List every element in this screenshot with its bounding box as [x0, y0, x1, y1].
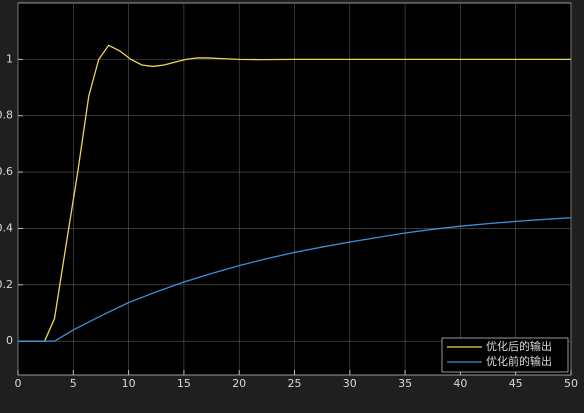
line [18, 44, 571, 342]
x-tick-label: 15 [177, 377, 191, 390]
x-tick-label: 40 [453, 377, 467, 390]
y-tick-label: 0.8 [0, 109, 13, 122]
x-tick-label: 50 [564, 377, 578, 390]
x-tick-label: 25 [288, 377, 302, 390]
legend-label: 优化前的输出 [486, 354, 552, 368]
legend-label: 优化后的输出 [486, 339, 552, 353]
x-tick-label: 5 [70, 377, 77, 390]
x-tick-label: 0 [15, 377, 22, 390]
y-tick-label: 0.4 [0, 221, 13, 234]
x-tick-label: 45 [509, 377, 523, 390]
y-tick-label: 0.2 [0, 278, 13, 291]
y-tick-label: 0.6 [0, 165, 13, 178]
x-tick-label: 35 [398, 377, 412, 390]
y-tick-label: 1 [6, 52, 13, 65]
line [18, 217, 572, 342]
x-tick-label: 10 [122, 377, 136, 390]
x-tick-label: 30 [343, 377, 357, 390]
y-tick-label: 0 [6, 334, 13, 347]
x-tick-label: 20 [232, 377, 246, 390]
legend-box [441, 337, 569, 373]
